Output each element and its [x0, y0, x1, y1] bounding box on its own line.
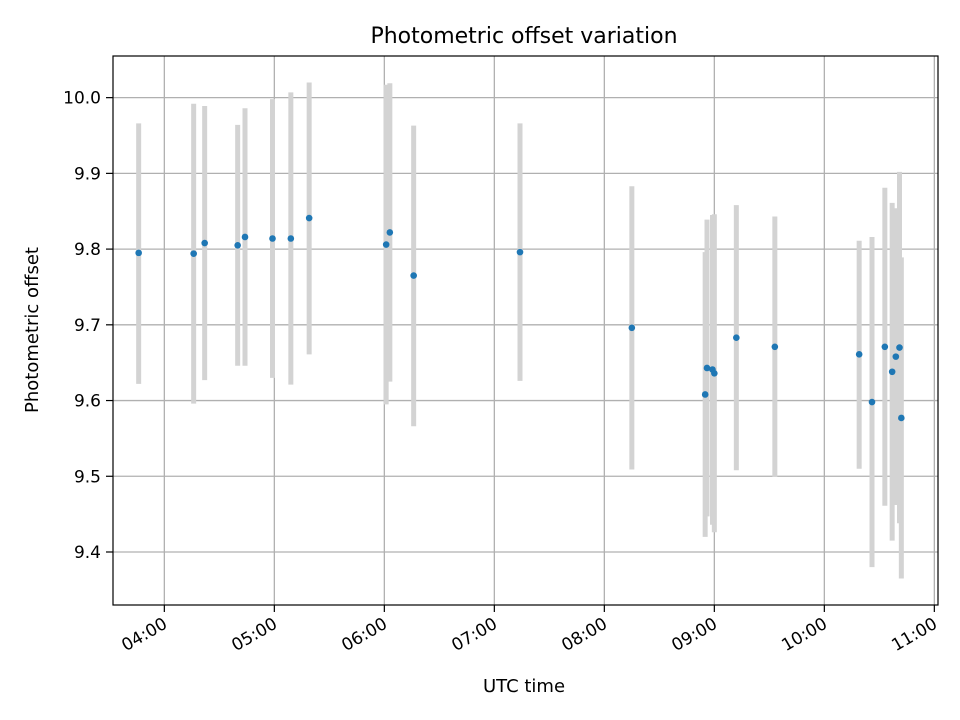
y-axis-ticks: 9.4 9.5 9.6 9.7 9.8 9.9 10.0	[63, 89, 113, 563]
x-tick-label: 11:00	[888, 614, 940, 656]
x-tick-label: 09:00	[668, 614, 720, 656]
x-tick-label: 05:00	[228, 614, 280, 656]
x-axis-label: UTC time	[483, 676, 565, 697]
x-tick-label: 07:00	[448, 614, 500, 656]
data-point	[771, 343, 779, 351]
data-point	[516, 248, 524, 256]
data-point	[855, 351, 863, 358]
data-point	[269, 235, 276, 242]
data-point	[386, 229, 394, 236]
data-points	[135, 214, 905, 422]
data-point	[410, 272, 417, 279]
data-point	[382, 241, 390, 248]
data-point	[201, 239, 208, 247]
x-axis-ticks: 04:00 05:00 06:00 07:00 08:00 09:00 10:00 11:00	[118, 605, 941, 656]
data-point	[733, 334, 740, 341]
x-tick-label: 10:00	[778, 614, 830, 656]
data-point	[892, 353, 900, 360]
data-point	[703, 364, 711, 372]
x-tick-label: 06:00	[338, 614, 390, 656]
data-point	[868, 398, 876, 406]
y-tick-label: 9.8	[74, 240, 101, 260]
y-tick-label: 10.0	[63, 89, 101, 109]
data-point	[135, 249, 142, 257]
data-point	[628, 324, 636, 332]
data-point	[701, 391, 709, 398]
data-point	[711, 369, 718, 377]
y-axis-label: Photometric offset	[22, 247, 43, 413]
y-tick-label: 9.9	[74, 164, 101, 184]
data-point	[234, 242, 241, 249]
data-point	[190, 250, 197, 257]
error-bars	[136, 82, 904, 579]
data-point	[287, 235, 295, 242]
data-point	[888, 368, 896, 376]
data-point	[305, 214, 313, 222]
x-tick-label: 08:00	[558, 614, 610, 656]
y-tick-label: 9.7	[74, 316, 101, 336]
data-point	[241, 233, 249, 241]
plot-frame	[112, 55, 939, 606]
data-point	[896, 344, 903, 351]
data-point	[881, 343, 889, 351]
chart-title: Photometric offset variation	[370, 24, 677, 49]
x-tick-label: 04:00	[118, 614, 170, 656]
y-tick-label: 9.5	[74, 467, 101, 487]
y-tick-label: 9.4	[74, 543, 101, 563]
data-point	[898, 414, 905, 422]
y-tick-label: 9.6	[74, 392, 101, 412]
